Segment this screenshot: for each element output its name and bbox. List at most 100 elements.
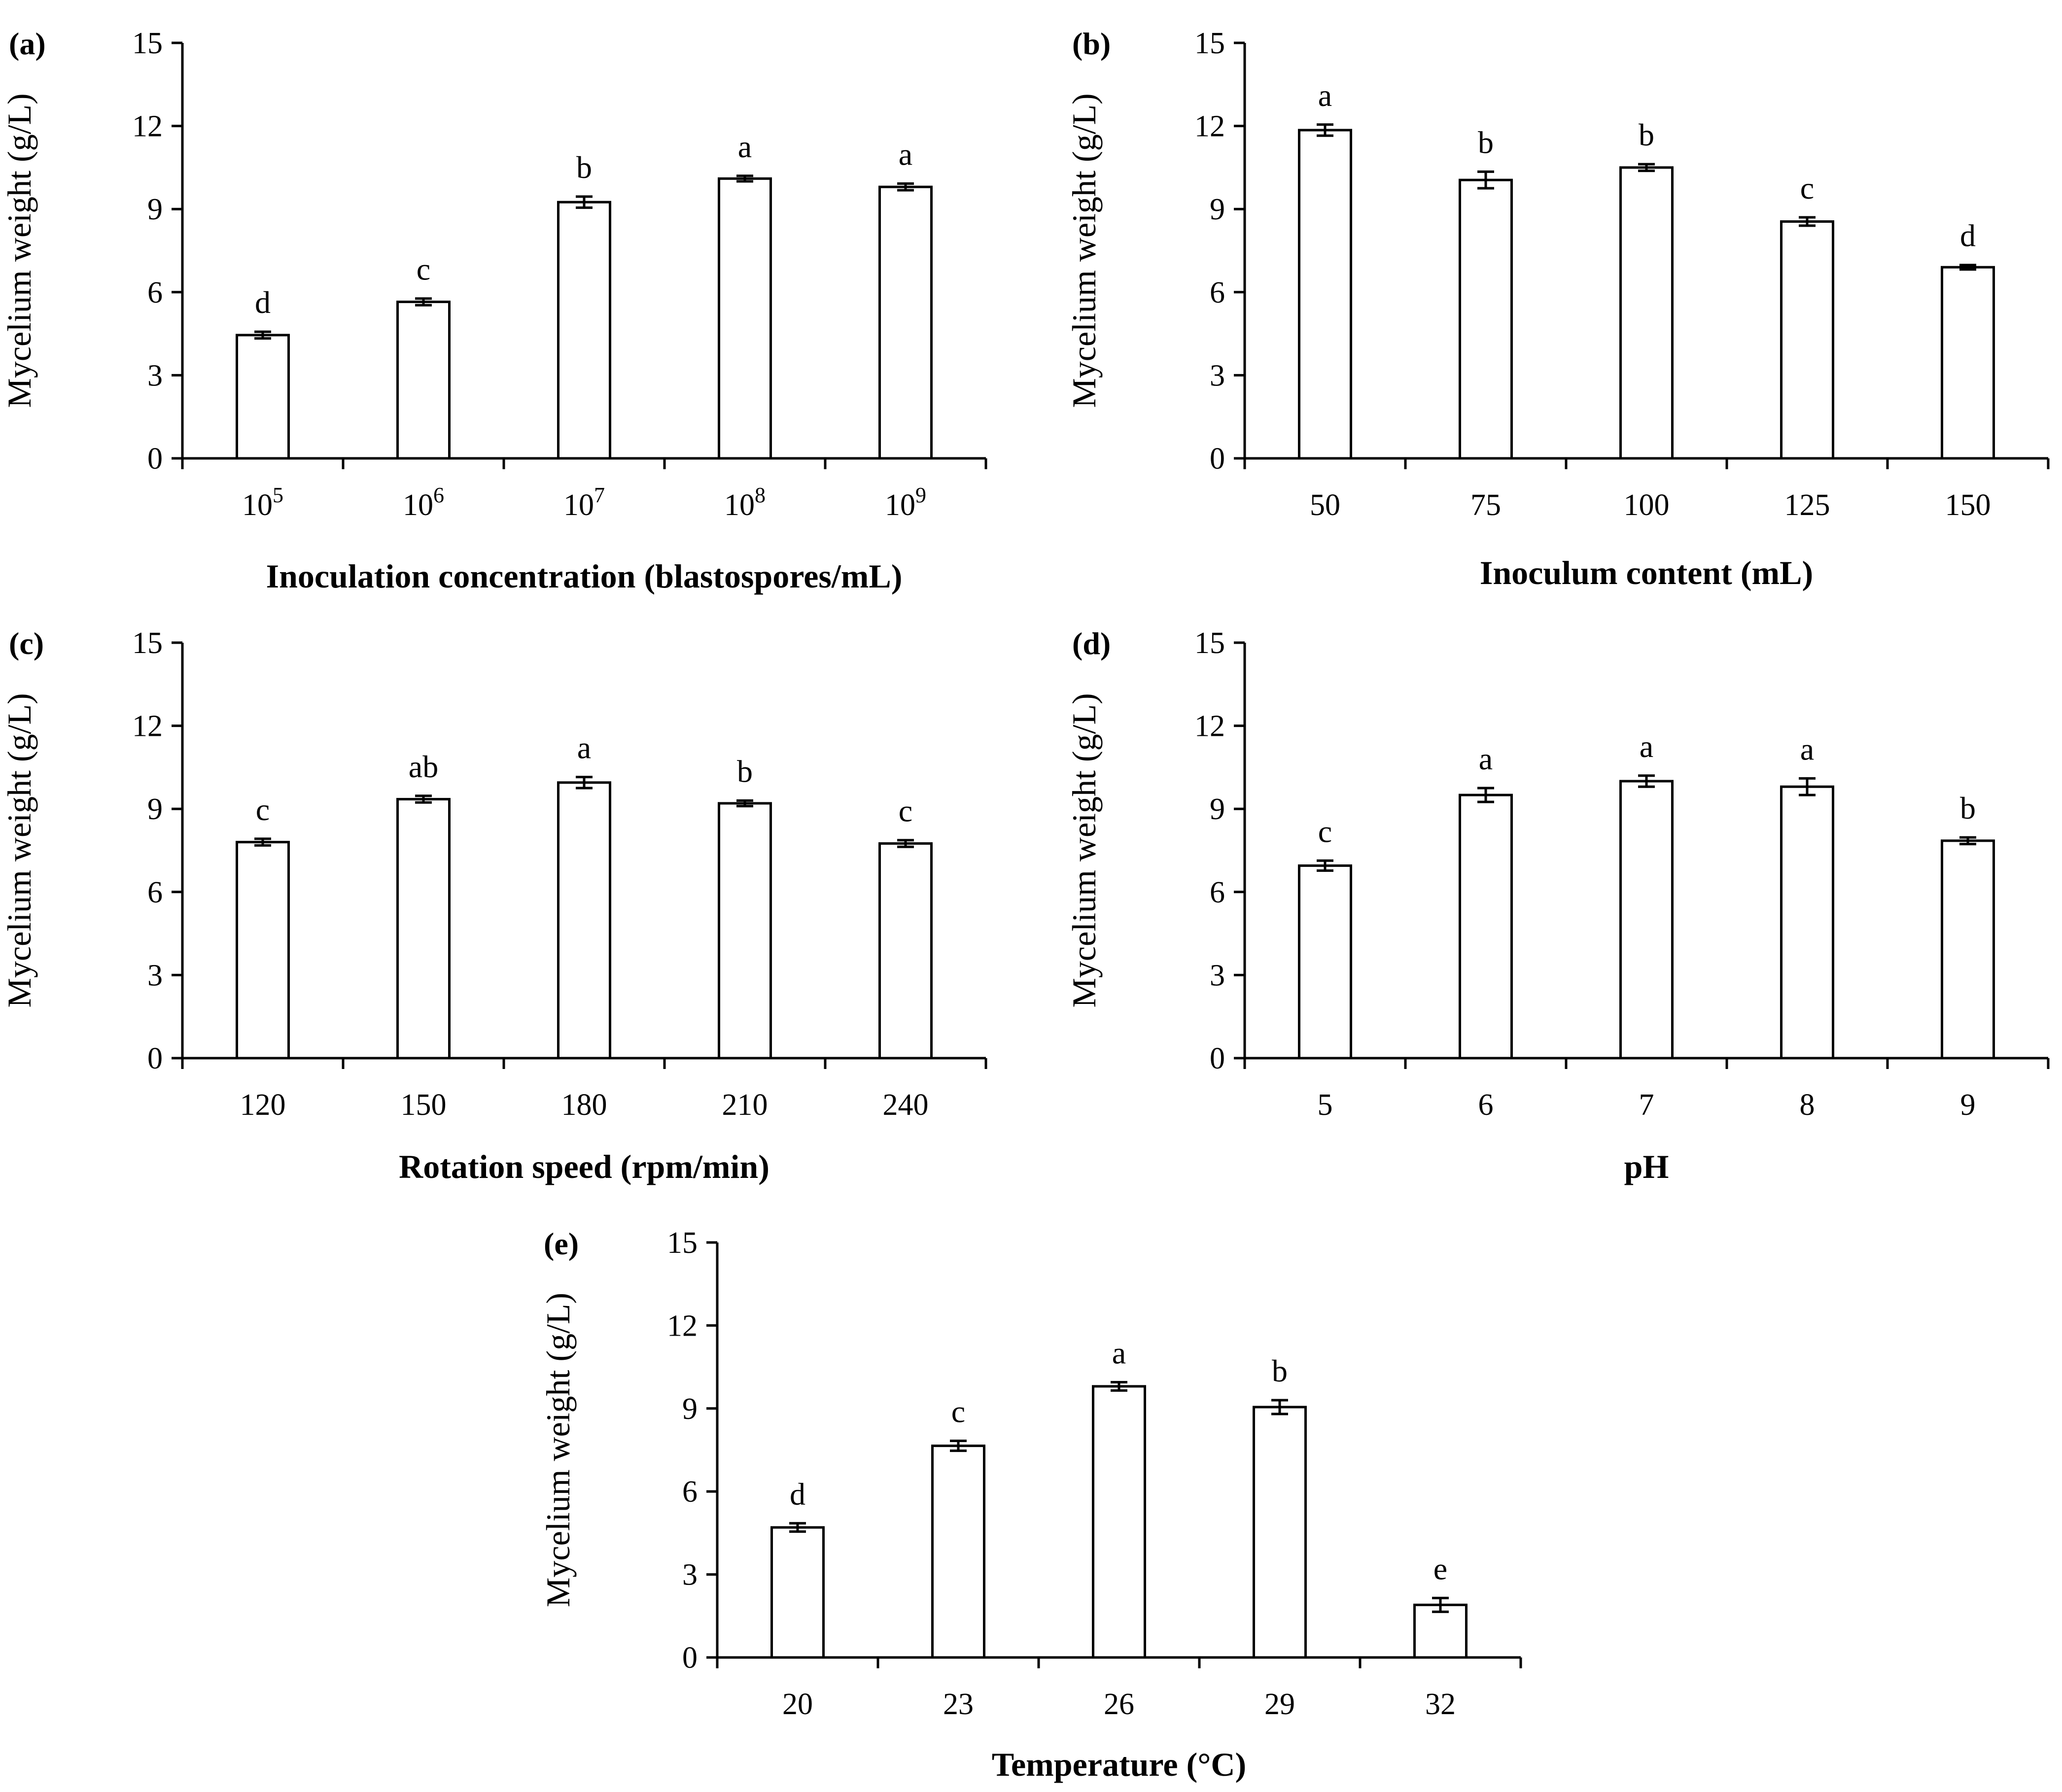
y-tick-label: 15 [667, 1226, 698, 1260]
y-axis-title: Mycelium weight (g/L) [1065, 93, 1103, 408]
significance-letter: a [1112, 1335, 1126, 1370]
significance-letter: b [1960, 791, 1976, 826]
bar [1941, 266, 1995, 460]
x-tick-label: 8 [1800, 1088, 1815, 1122]
significance-letter: c [899, 793, 912, 828]
x-tick-label: 50 [1310, 488, 1340, 522]
x-tick-label: 105 [242, 483, 283, 522]
chart-panel-d: (d) 0 3 6 9 12 15 c 5 a 6 a 7 a 8 b 9 pH Mycelium weight (… [1065, 626, 2050, 1185]
y-tick-label: 9 [1210, 193, 1225, 226]
chart-panel-c: (c) 0 3 6 9 12 15 c 120 ab 150 a 180 b 210 c 240 Rotation… [0, 626, 987, 1185]
y-tick-label: 15 [132, 626, 163, 660]
bar [1619, 166, 1674, 460]
panel-label: (b) [1072, 26, 1111, 61]
x-tick-label-exponent: 7 [594, 483, 605, 507]
bar [1298, 864, 1352, 1060]
x-tick-label: 150 [1945, 488, 1991, 522]
y-tick-label: 9 [682, 1392, 698, 1426]
significance-letter: a [1318, 78, 1332, 113]
x-tick-label: 100 [1624, 488, 1670, 522]
bar [557, 781, 611, 1060]
x-tick-label: 150 [401, 1088, 447, 1122]
x-tick-label-exponent: 9 [915, 483, 926, 507]
significance-letter: b [1272, 1353, 1288, 1388]
significance-letter: e [1433, 1551, 1447, 1586]
bar [718, 802, 772, 1060]
panel-label: (c) [9, 626, 44, 661]
significance-letter: a [738, 129, 752, 164]
x-tick-label: 75 [1470, 488, 1501, 522]
y-tick-label: 12 [132, 710, 163, 743]
y-tick-label: 15 [1194, 27, 1225, 60]
bar [1459, 793, 1513, 1060]
bar [557, 201, 611, 460]
significance-letter: b [576, 150, 592, 185]
x-tick-label: 9 [1960, 1088, 1976, 1122]
panel-label: (e) [544, 1226, 579, 1261]
y-tick-label: 15 [132, 27, 163, 60]
panel-label: (d) [1072, 626, 1111, 661]
y-axis-title: Mycelium weight (g/L) [0, 693, 38, 1007]
x-axis-title: Inoculation concentration (blastospores/… [266, 557, 903, 595]
x-tick-label-base: 10 [885, 488, 915, 522]
x-tick-label-base: 10 [724, 488, 755, 522]
x-tick-label: 109 [885, 483, 926, 522]
y-tick-label: 3 [682, 1558, 698, 1592]
significance-letter: a [1640, 729, 1653, 764]
y-tick-label: 0 [1210, 442, 1225, 476]
x-tick-label: 108 [724, 483, 766, 522]
x-tick-label: 107 [563, 483, 605, 522]
significance-letter: b [737, 754, 753, 789]
x-tick-label-exponent: 6 [433, 483, 444, 507]
significance-letter: ab [409, 749, 438, 784]
y-tick-label: 9 [147, 793, 163, 826]
x-tick-label-base: 10 [563, 488, 594, 522]
significance-letter: a [1479, 741, 1493, 776]
y-tick-label: 0 [682, 1641, 698, 1675]
significance-letter: b [1639, 117, 1654, 152]
bar [236, 334, 290, 460]
significance-letter: a [1800, 731, 1814, 766]
bar [396, 300, 451, 460]
significance-letter: b [1478, 125, 1494, 160]
significance-letter: a [577, 730, 591, 765]
x-tick-label: 180 [561, 1088, 607, 1122]
x-tick-label: 106 [403, 483, 444, 522]
x-axis-title: Inoculum content (mL) [1480, 554, 1813, 591]
y-tick-label: 0 [1210, 1042, 1225, 1075]
bar [1619, 780, 1674, 1060]
bar [931, 1445, 985, 1659]
bar [718, 177, 772, 460]
x-tick-label: 6 [1478, 1088, 1494, 1122]
bar [396, 798, 451, 1060]
bar [236, 841, 290, 1060]
x-tick-label: 125 [1784, 488, 1830, 522]
bar [1253, 1406, 1307, 1659]
significance-letter: c [1318, 814, 1332, 849]
x-tick-label: 5 [1318, 1088, 1333, 1122]
y-tick-label: 12 [1194, 710, 1225, 743]
x-tick-label: 20 [782, 1688, 813, 1721]
significance-letter: c [256, 792, 270, 827]
x-tick-label-base: 10 [242, 488, 273, 522]
x-tick-label-exponent: 8 [755, 483, 766, 507]
y-tick-label: 9 [147, 193, 163, 226]
chart-panel-b: (b) 0 3 6 9 12 15 a 50 b 75 b 100 c 125 d 150 Inoculum co… [1065, 26, 2050, 591]
x-tick-label: 210 [722, 1088, 768, 1122]
y-tick-label: 3 [1210, 359, 1225, 392]
significance-letter: c [1800, 171, 1814, 206]
y-tick-label: 3 [147, 959, 163, 992]
y-tick-label: 6 [1210, 876, 1225, 909]
x-tick-label: 32 [1425, 1688, 1456, 1721]
bar [878, 842, 933, 1060]
bar [1092, 1385, 1146, 1659]
x-tick-label: 120 [240, 1088, 286, 1122]
y-tick-label: 12 [667, 1309, 698, 1343]
x-tick-label-exponent: 5 [273, 483, 283, 507]
x-tick-label: 29 [1264, 1688, 1295, 1721]
x-axis-title: Temperature (°C) [992, 1746, 1246, 1783]
significance-letter: a [899, 137, 912, 172]
y-tick-label: 15 [1194, 626, 1225, 660]
significance-letter: d [255, 285, 271, 320]
